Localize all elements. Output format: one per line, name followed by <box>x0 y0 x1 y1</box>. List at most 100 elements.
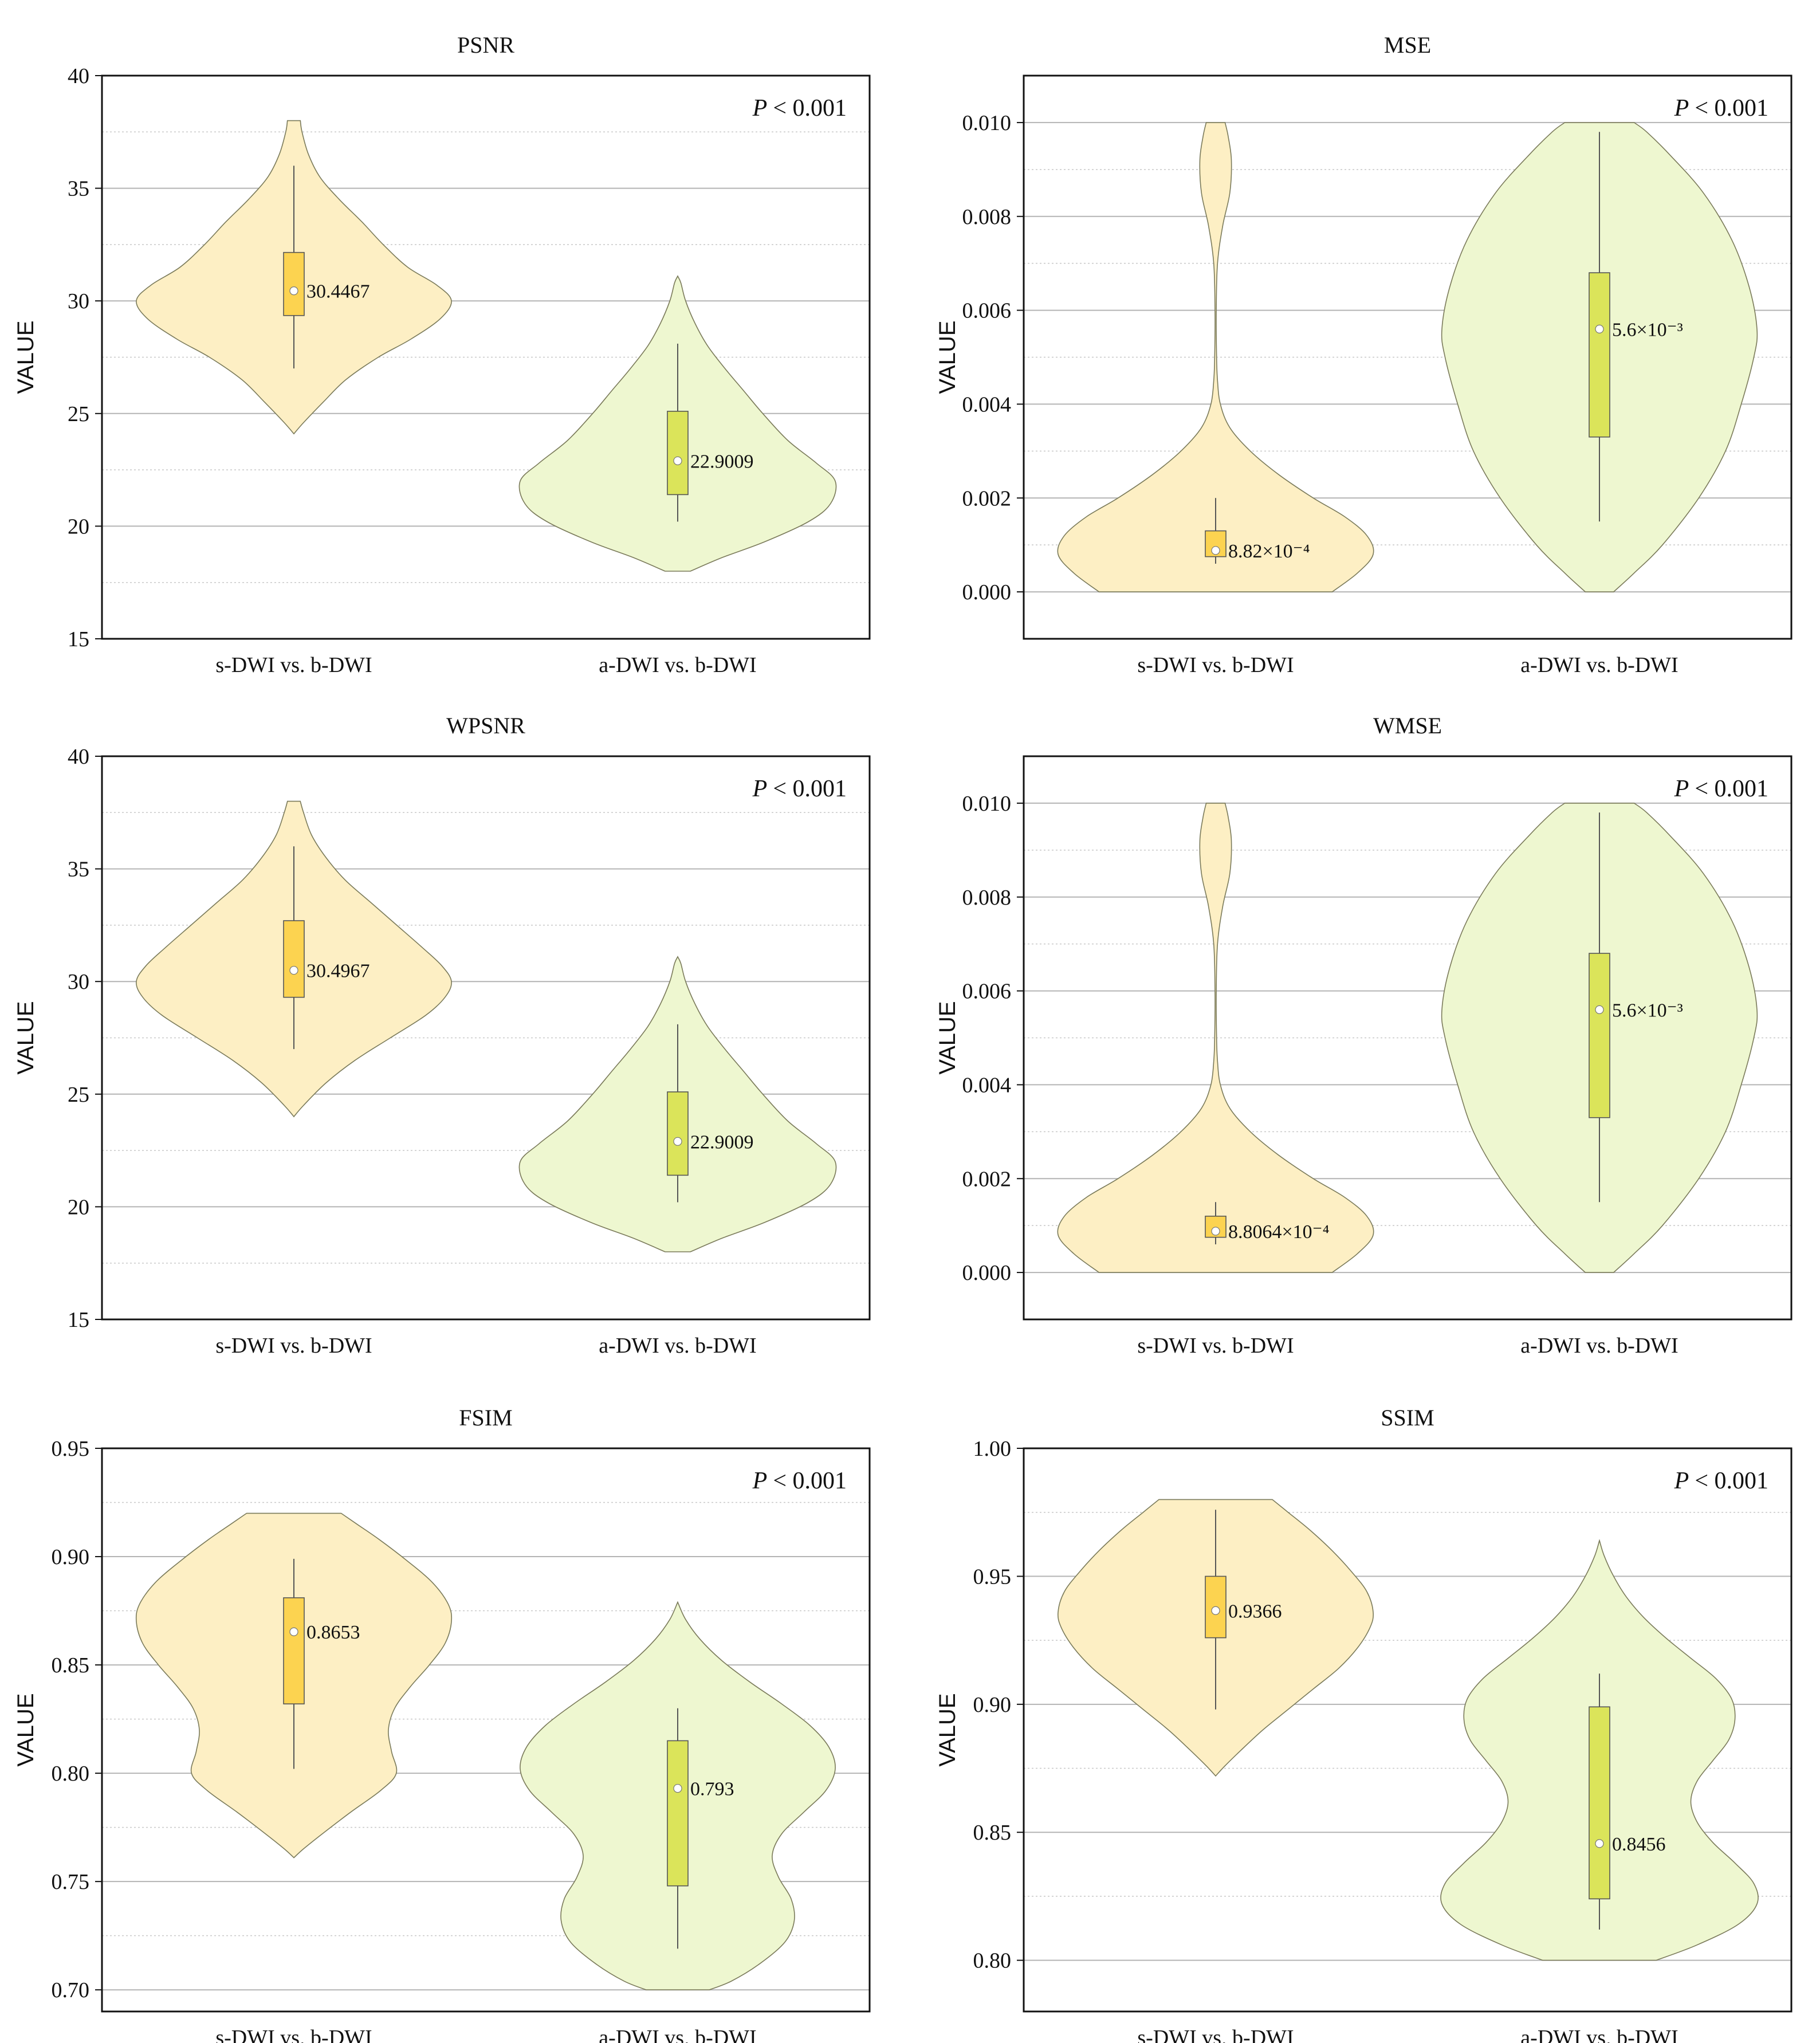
y-tick-label: 15 <box>68 627 89 651</box>
y-tick-label: 0.95 <box>973 1565 1012 1589</box>
median-value-label: 0.9366 <box>1228 1601 1282 1622</box>
y-tick-label: 30 <box>68 970 89 994</box>
chart-panel-mse: MSE 0.000 0.002 0.004 0.006 0.008 0.010 8.82×10… <box>935 32 1793 677</box>
x-category-label: s-DWI vs. b-DWI <box>1137 2026 1294 2043</box>
y-tick-label: 0.008 <box>962 205 1012 229</box>
chart-title: MSE <box>1384 32 1431 58</box>
x-category-label: a-DWI vs. b-DWI <box>599 653 756 677</box>
p-value-annotation: P < 0.001 <box>752 776 847 802</box>
median-value-label: 22.9009 <box>690 1131 754 1153</box>
p-value-text: < 0.001 <box>773 95 847 121</box>
y-tick-label: 0.008 <box>962 886 1012 910</box>
iqr-box <box>283 252 305 316</box>
plot-frame <box>101 74 871 640</box>
plot-frame <box>1023 74 1793 640</box>
y-tick-label: 20 <box>68 514 89 539</box>
y-tick-label: 0.010 <box>962 792 1012 816</box>
y-tick-label: 0.75 <box>52 1870 90 1894</box>
p-value-annotation: P < 0.001 <box>752 1468 847 1494</box>
p-value-annotation: P < 0.001 <box>1674 95 1768 121</box>
chart-title: FSIM <box>459 1405 512 1431</box>
y-tick-label: 15 <box>68 1308 89 1332</box>
p-symbol: P <box>752 95 768 121</box>
p-value-text: < 0.001 <box>1695 95 1768 121</box>
median-marker <box>1595 1839 1604 1848</box>
y-tick-label: 0.95 <box>52 1437 90 1461</box>
iqr-box <box>1589 1706 1610 1900</box>
y-tick-label: 40 <box>68 64 89 88</box>
violin-shape <box>1057 122 1374 592</box>
p-symbol: P <box>752 776 768 802</box>
y-axis-label: VALUE <box>13 1001 38 1074</box>
chart-title: SSIM <box>1381 1405 1434 1431</box>
chart-panel-wpsnr: WPSNR 15 20 25 30 35 40 30.4967 s-DWI vs. b-DWI 2… <box>13 713 871 1358</box>
median-value-label: 8.82×10⁻⁴ <box>1228 541 1310 562</box>
iqr-box <box>283 920 305 998</box>
x-category-label: a-DWI vs. b-DWI <box>599 1334 756 1358</box>
median-value-label: 30.4467 <box>306 281 370 302</box>
p-symbol: P <box>1674 776 1689 802</box>
y-tick-label: 0.004 <box>962 392 1012 417</box>
y-axis-label: VALUE <box>935 320 960 394</box>
p-value-text: < 0.001 <box>773 776 847 802</box>
x-category-label: s-DWI vs. b-DWI <box>1137 653 1294 677</box>
x-category-label: s-DWI vs. b-DWI <box>215 653 372 677</box>
x-category-label: s-DWI vs. b-DWI <box>1137 1334 1294 1358</box>
y-tick-label: 0.80 <box>973 1949 1012 1973</box>
p-value-text: < 0.001 <box>773 1468 847 1494</box>
x-category-label: a-DWI vs. b-DWI <box>1520 2026 1678 2043</box>
median-value-label: 0.8456 <box>1612 1834 1666 1855</box>
iqr-box <box>667 411 689 496</box>
y-tick-label: 25 <box>68 1083 89 1107</box>
y-tick-label: 40 <box>68 745 89 769</box>
y-tick-label: 35 <box>68 177 89 201</box>
y-tick-label: 0.000 <box>962 1261 1012 1285</box>
median-value-label: 0.8653 <box>306 1622 360 1643</box>
y-axis-label: VALUE <box>935 1693 960 1766</box>
x-category-label: s-DWI vs. b-DWI <box>215 1334 372 1358</box>
y-tick-label: 0.85 <box>52 1653 90 1677</box>
chart-title: WPSNR <box>446 713 525 738</box>
median-value-label: 0.793 <box>690 1779 734 1800</box>
y-axis-label: VALUE <box>13 1693 38 1766</box>
y-tick-label: 0.85 <box>973 1821 1012 1845</box>
y-tick-label: 20 <box>68 1195 89 1219</box>
y-tick-label: 0.90 <box>973 1693 1012 1717</box>
violin-shape <box>1057 803 1374 1273</box>
chart-panel-psnr: PSNR 15 20 25 30 35 40 30.4467 s-DWI vs. b-DWI 22… <box>13 32 871 677</box>
p-value-annotation: P < 0.001 <box>1674 776 1768 802</box>
y-tick-label: 0.70 <box>52 1978 90 2002</box>
median-value-label: 30.4967 <box>306 961 370 982</box>
median-marker <box>673 456 682 465</box>
median-marker <box>289 286 298 296</box>
iqr-box <box>283 1597 305 1704</box>
median-marker <box>1211 1227 1220 1236</box>
p-symbol: P <box>1674 1468 1689 1494</box>
x-category-label: a-DWI vs. b-DWI <box>1520 1334 1678 1358</box>
chart-panel-ssim: SSIM 0.80 0.85 0.90 0.95 1.00 0.9366 s-DWI vs. … <box>935 1405 1793 2043</box>
median-marker <box>1595 1005 1604 1014</box>
chart-title: PSNR <box>457 32 514 58</box>
y-tick-label: 0.004 <box>962 1073 1012 1097</box>
p-value-annotation: P < 0.001 <box>752 95 847 121</box>
y-tick-label: 0.010 <box>962 111 1012 135</box>
p-value-annotation: P < 0.001 <box>1674 1468 1768 1494</box>
iqr-box <box>1589 953 1610 1118</box>
x-category-label: a-DWI vs. b-DWI <box>1520 653 1678 677</box>
y-tick-label: 30 <box>68 289 89 313</box>
p-symbol: P <box>1674 95 1689 121</box>
chart-title: WMSE <box>1373 713 1442 738</box>
y-tick-label: 0.000 <box>962 580 1012 604</box>
chart-panel-fsim: FSIM 0.70 0.75 0.80 0.85 0.90 0.95 0.8653 s-DWI … <box>13 1405 871 2043</box>
median-value-label: 5.6×10⁻³ <box>1612 319 1683 340</box>
median-marker <box>289 966 298 975</box>
median-marker <box>673 1137 682 1146</box>
chart-panel-wmse: WMSE 0.000 0.002 0.004 0.006 0.008 0.010 8.8064… <box>935 713 1793 1358</box>
iqr-box <box>667 1091 689 1176</box>
median-value-label: 22.9009 <box>690 451 754 472</box>
x-category-label: a-DWI vs. b-DWI <box>599 2026 756 2043</box>
y-tick-label: 0.80 <box>52 1762 90 1786</box>
median-marker <box>673 1783 682 1793</box>
y-tick-label: 0.002 <box>962 1167 1012 1191</box>
